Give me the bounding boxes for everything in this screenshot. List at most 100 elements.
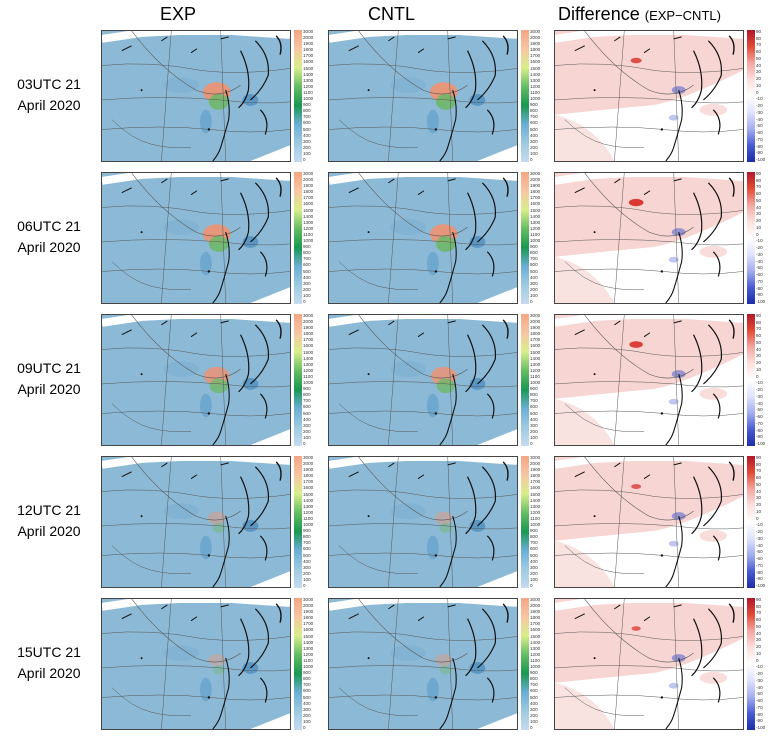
colorbar-tick-label: -80	[756, 143, 763, 149]
row-time-line1: 03UTC 21	[17, 76, 81, 92]
colorbar-tick-label: 900	[530, 670, 538, 676]
colorbar-tick-label: 1600	[530, 485, 541, 491]
colorbar-tick-label: 900	[530, 386, 538, 392]
colorbar-tick-label: 0	[756, 657, 759, 663]
colorbar-tick-label: 600	[303, 546, 311, 552]
cntl-map-panel	[328, 456, 518, 588]
colorbar-tick-label: 0	[303, 299, 306, 304]
colorbar-tick-label: 1400	[530, 639, 541, 645]
colorbar-tick-label: 1900	[303, 609, 314, 615]
column-title-diff-sub: (EXP−CNTL)	[644, 8, 721, 23]
colorbar-tick-label: -90	[756, 576, 763, 582]
colorbar-tick-label: 1400	[303, 71, 314, 77]
row-time-line1: 12UTC 21	[17, 502, 81, 518]
colorbar-tick-label: 1300	[303, 503, 314, 509]
colorbar-tick-label: 200	[530, 286, 538, 292]
exp-map-panel	[101, 30, 291, 162]
colorbar-tick-label: 1000	[303, 238, 314, 244]
row-date-line2: April 2020	[17, 665, 81, 681]
colorbar-tick-label: 2000	[530, 319, 541, 325]
exp-map-panel	[101, 172, 291, 304]
colorbar-tick-label: 1800	[530, 47, 541, 53]
colorbar-tick-label: 1800	[530, 473, 541, 479]
cntl-map-panel	[328, 30, 518, 162]
colorbar-tick-label: 300	[530, 564, 538, 570]
colorbar-tick-label: 400	[530, 700, 538, 706]
colorbar-tick-label: 1700	[303, 337, 314, 343]
colorbar-tick-label: 1900	[530, 183, 541, 189]
row-time-label: 09UTC 21 April 2020	[0, 358, 98, 400]
colorbar-tick-label: 1500	[530, 633, 541, 639]
colorbar-tick-label: 1300	[530, 645, 541, 651]
row-date-line2: April 2020	[17, 523, 81, 539]
colorbar-tick-label: 500	[303, 268, 311, 274]
colorbar-tick-label: -100	[756, 583, 766, 588]
colorbar-tick-label: -80	[756, 427, 763, 433]
colorbar-tick-label: 1800	[303, 189, 314, 195]
colorbar-tick-label: 1200	[530, 367, 541, 373]
colorbar-tick-label: 60	[756, 49, 762, 55]
colorbar-tick-label: -30	[756, 393, 763, 399]
colorbar-tick-label: 500	[303, 694, 311, 700]
colorbar-tick-label: 0	[756, 89, 759, 95]
colorbar-tick-label: 1000	[303, 522, 314, 528]
colorbar-tick-label: -20	[756, 529, 763, 535]
colorbar-tick-label: 100	[530, 718, 538, 724]
colorbar-tick-label: -30	[756, 677, 763, 683]
colorbar-tick-label: 70	[756, 184, 762, 190]
colorbar-tick-label: 90	[756, 29, 762, 34]
colorbar-tick-label: -10	[756, 664, 763, 670]
colorbar-tick-label: 200	[303, 712, 311, 718]
colorbar-tick-label: 200	[530, 428, 538, 434]
colorbar-tick-label: 200	[303, 144, 311, 150]
colorbar-tick-label: -90	[756, 718, 763, 724]
column-title-cntl: CNTL	[368, 4, 416, 24]
value-colorbar	[521, 314, 529, 446]
colorbar-tick-label: 300	[530, 422, 538, 428]
colorbar-tick-label: 1500	[530, 349, 541, 355]
colorbar-tick-label: 600	[530, 404, 538, 410]
colorbar-tick-label: 100	[303, 576, 311, 582]
value-colorbar-ticks: 3000 2000 1900 1800 1700 1600 1500 1400 1300 1200…	[530, 29, 550, 162]
colorbar-tick-label: 400	[530, 274, 538, 280]
colorbar-tick-label: 700	[303, 114, 311, 120]
colorbar-tick-label: -30	[756, 251, 763, 257]
diff-map-panel	[554, 598, 744, 730]
colorbar-tick-label: 50	[756, 197, 762, 203]
exp-map-panel	[101, 598, 291, 730]
colorbar-tick-label: 1700	[530, 195, 541, 201]
diff-colorbar-ticks: 90 80 70 60 50 40 30 20 10 0 -10 -20 -30 -40 -50 -60 -70…	[756, 29, 773, 162]
colorbar-tick-label: -80	[756, 569, 763, 575]
value-colorbar	[294, 456, 302, 588]
colorbar-tick-label: -100	[756, 157, 766, 162]
colorbar-tick-label: 10	[756, 224, 762, 230]
colorbar-tick-label: 0	[303, 157, 306, 162]
colorbar-tick-label: 1400	[303, 355, 314, 361]
colorbar-tick-label: -30	[756, 535, 763, 541]
colorbar-tick-label: 3000	[530, 29, 541, 34]
colorbar-tick-label: 500	[303, 126, 311, 132]
diff-colorbar-ticks: 90 80 70 60 50 40 30 20 10 0 -10 -20 -30 -40 -50 -60 -70…	[756, 455, 773, 588]
colorbar-tick-label: 800	[303, 676, 311, 682]
row-time-line1: 15UTC 21	[17, 644, 81, 660]
colorbar-tick-label: 1300	[303, 77, 314, 83]
colorbar-tick-label: -60	[756, 272, 763, 278]
colorbar-tick-label: 1000	[530, 96, 541, 102]
colorbar-tick-label: 1600	[303, 343, 314, 349]
cntl-map-panel	[328, 172, 518, 304]
row-time-label: 03UTC 21 April 2020	[0, 74, 98, 116]
colorbar-tick-label: -20	[756, 387, 763, 393]
colorbar-tick-label: 1200	[530, 225, 541, 231]
colorbar-tick-label: 1300	[303, 219, 314, 225]
value-colorbar	[294, 598, 302, 730]
colorbar-tick-label: 40	[756, 488, 762, 494]
colorbar-tick-label: 1400	[530, 497, 541, 503]
colorbar-tick-label: 2000	[303, 35, 314, 41]
colorbar-tick-label: 80	[756, 35, 762, 41]
row-time-line1: 06UTC 21	[17, 218, 81, 234]
value-colorbar	[294, 172, 302, 304]
column-title-exp: EXP	[160, 4, 197, 24]
colorbar-tick-label: 1100	[530, 89, 540, 95]
colorbar-tick-label: -50	[756, 407, 763, 413]
colorbar-tick-label: 1400	[530, 71, 541, 77]
